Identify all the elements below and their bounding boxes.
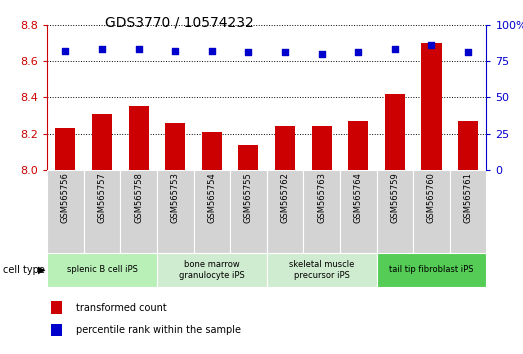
Bar <box>267 253 377 287</box>
Bar <box>157 253 267 287</box>
Bar <box>120 170 157 253</box>
Text: GSM565760: GSM565760 <box>427 172 436 223</box>
Text: cell type: cell type <box>3 265 44 275</box>
Bar <box>458 121 478 170</box>
Point <box>61 48 70 54</box>
Point <box>317 51 326 57</box>
Text: GSM565758: GSM565758 <box>134 172 143 223</box>
Text: GSM565761: GSM565761 <box>463 172 473 223</box>
Text: GSM565753: GSM565753 <box>170 172 180 223</box>
Bar <box>92 114 112 170</box>
Bar <box>84 170 120 253</box>
Bar <box>303 170 340 253</box>
Bar <box>377 253 486 287</box>
Point <box>354 50 362 55</box>
Bar <box>55 128 75 170</box>
Text: GDS3770 / 10574232: GDS3770 / 10574232 <box>105 16 253 30</box>
Text: GSM565756: GSM565756 <box>61 172 70 223</box>
Bar <box>51 324 62 336</box>
Point <box>134 47 143 52</box>
Bar <box>129 107 149 170</box>
Bar <box>422 43 441 170</box>
Text: bone marrow
granulocyte iPS: bone marrow granulocyte iPS <box>179 260 245 280</box>
Text: transformed count: transformed count <box>76 303 166 313</box>
Text: GSM565762: GSM565762 <box>280 172 290 223</box>
Text: tail tip fibroblast iPS: tail tip fibroblast iPS <box>389 266 474 274</box>
Bar <box>47 253 157 287</box>
Text: GSM565763: GSM565763 <box>317 172 326 223</box>
Bar <box>340 170 377 253</box>
Bar <box>47 170 84 253</box>
Bar <box>230 170 267 253</box>
Bar <box>51 301 62 314</box>
Bar <box>413 170 450 253</box>
Bar <box>312 126 332 170</box>
Text: GSM565754: GSM565754 <box>207 172 217 223</box>
Text: ▶: ▶ <box>38 265 46 275</box>
Bar <box>385 94 405 170</box>
Bar <box>238 144 258 170</box>
Point <box>244 50 253 55</box>
Text: GSM565755: GSM565755 <box>244 172 253 223</box>
Text: skeletal muscle
precursor iPS: skeletal muscle precursor iPS <box>289 260 355 280</box>
Point <box>464 50 472 55</box>
Point <box>391 47 399 52</box>
Text: GSM565759: GSM565759 <box>390 172 400 223</box>
Point <box>98 47 106 52</box>
Bar <box>348 121 368 170</box>
Point <box>427 42 436 48</box>
Bar <box>450 170 486 253</box>
Point <box>208 48 216 54</box>
Text: splenic B cell iPS: splenic B cell iPS <box>66 266 138 274</box>
Bar <box>267 170 303 253</box>
Bar <box>202 132 222 170</box>
Text: percentile rank within the sample: percentile rank within the sample <box>76 325 241 335</box>
Bar <box>275 126 295 170</box>
Text: GSM565764: GSM565764 <box>354 172 363 223</box>
Text: GSM565757: GSM565757 <box>97 172 107 223</box>
Point <box>281 50 289 55</box>
Bar <box>194 170 230 253</box>
Bar <box>165 123 185 170</box>
Point <box>171 48 179 54</box>
Bar <box>377 170 413 253</box>
Bar <box>157 170 194 253</box>
